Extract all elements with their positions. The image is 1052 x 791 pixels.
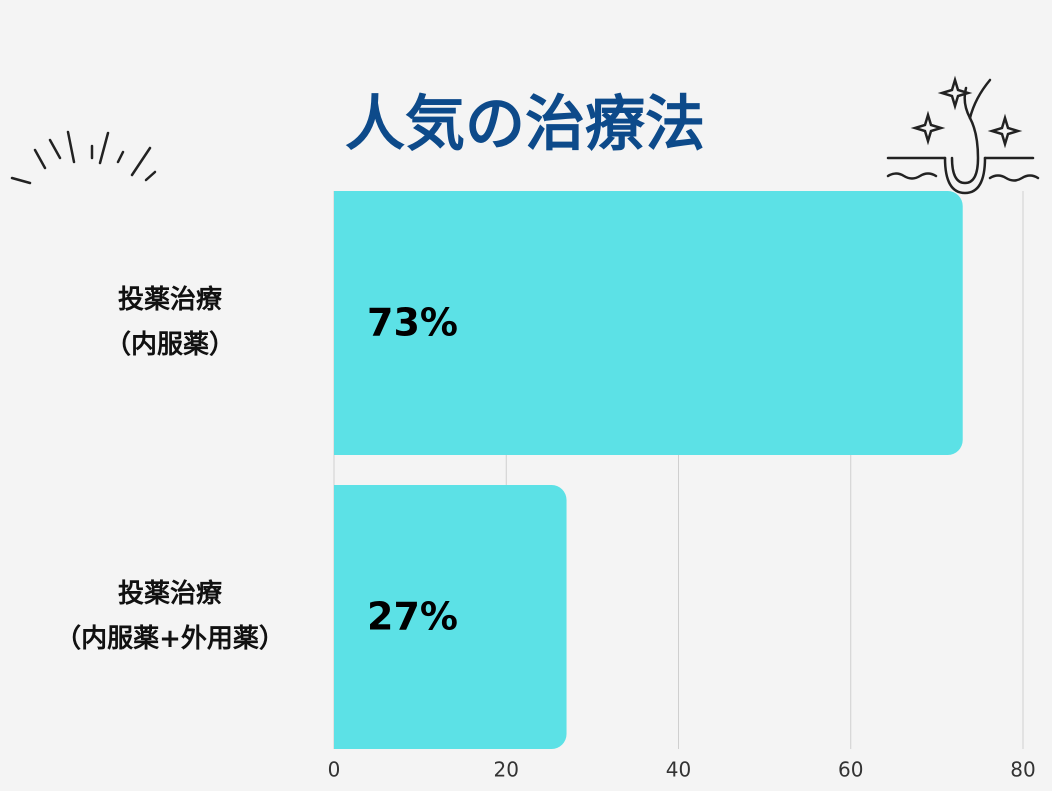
x-tick-label: 20 xyxy=(494,758,519,782)
x-tick-label: 80 xyxy=(1010,758,1035,782)
y-tick-label: 投薬治療 （内服薬） xyxy=(104,285,235,360)
x-tick-label: 40 xyxy=(666,758,691,782)
x-tick-label: 0 xyxy=(328,758,341,782)
value-label: 73% xyxy=(367,301,458,345)
hair-icon xyxy=(886,75,1040,195)
chart-title: 人気の治療法 xyxy=(345,90,705,160)
burst-decoration xyxy=(10,130,157,185)
bar xyxy=(334,191,963,455)
value-label: 27% xyxy=(367,595,458,639)
bar xyxy=(334,485,567,749)
y-tick-label: 投薬治療 （内服薬+外用薬） xyxy=(55,579,285,654)
x-tick-label: 60 xyxy=(838,758,863,782)
